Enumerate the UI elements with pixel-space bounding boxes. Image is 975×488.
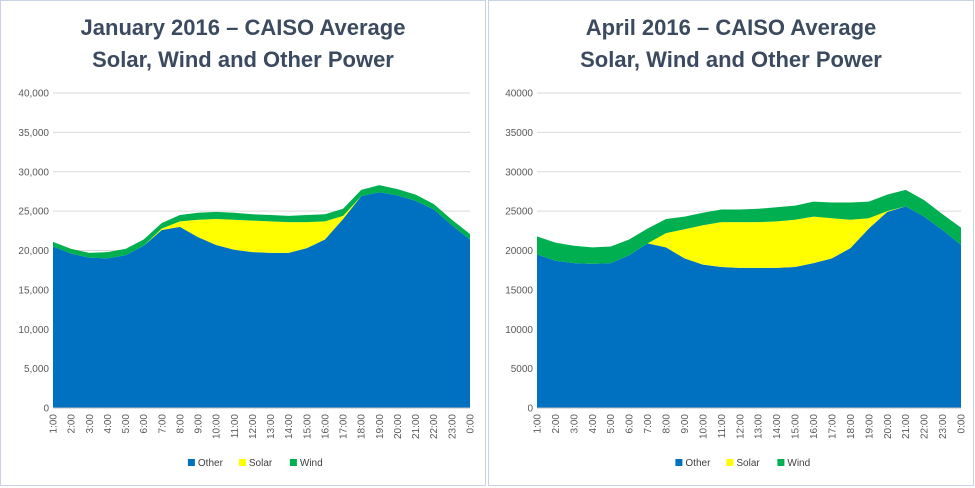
x-tick-label: 15:00 [302,414,313,439]
y-tick-label: 25000 [505,207,533,218]
y-tick-label: 15000 [505,285,533,296]
x-tick-label: 22:00 [429,414,440,439]
area-series-solar [53,192,470,259]
x-tick-label: 7:00 [643,414,654,434]
x-tick-label: 8:00 [662,414,673,434]
x-tick-label: 23:00 [938,414,949,439]
area-chart-january: 0 5,000 10,000 15,000 20,000 25,000 30,000 35,0… [18,89,477,470]
legend: Other Solar Wind [187,458,323,469]
y-tick-label: 25,000 [18,207,49,218]
y-tick-label: 35,000 [18,128,49,139]
x-tick-label: 4:00 [103,414,114,434]
legend-label-other: Other [198,458,224,469]
y-tick-label: 10,000 [18,325,49,336]
y-tick-label: 10000 [505,325,533,336]
x-tick-label: 4:00 [588,414,599,434]
legend-label-other: Other [685,458,711,469]
x-tick-label: 6:00 [139,414,150,434]
x-tick-label: 1:00 [49,414,60,434]
x-tick-label: 7:00 [157,414,168,434]
x-tick-label: 3:00 [85,414,96,434]
y-tick-label: 20000 [505,246,533,257]
x-tick-label: 5:00 [121,414,132,434]
x-tick-label: 9:00 [680,414,691,434]
area-series-wind [537,189,961,264]
x-tick-label: 21:00 [411,414,422,439]
legend-swatch-solar [238,459,246,466]
x-tick-label: 2:00 [67,414,78,434]
y-tick-label: 0 [527,404,533,415]
x-tick-label: 23:00 [447,414,458,439]
x-tick-label: 14:00 [284,414,295,439]
x-tick-label: 2:00 [551,414,562,434]
x-tick-label: 0:00 [957,414,968,434]
y-tick-label: 30000 [505,167,533,178]
legend-swatch-wind [777,459,785,466]
legend: Other Solar Wind [675,458,810,469]
y-tick-label: 5000 [511,364,534,375]
x-tick-label: 22:00 [920,414,931,439]
y-tick-label: 35000 [505,128,533,139]
x-tick-label: 13:00 [266,414,277,439]
x-tick-label: 18:00 [357,414,368,439]
y-tick-label: 5,000 [24,364,49,375]
chart-panel-april: April 2016 – CAISO Average Solar, Wind a… [488,0,974,486]
x-tick-label: 17:00 [827,414,838,439]
y-tick-label: 40000 [505,89,533,100]
x-tick-label: 19:00 [864,414,875,439]
x-tick-label: 20:00 [883,414,894,439]
legend-label-solar: Solar [736,458,760,469]
y-tick-label: 20,000 [18,246,49,257]
x-tick-label: 16:00 [809,414,820,439]
legend-swatch-other [675,459,683,466]
x-tick-label: 16:00 [320,414,331,439]
y-tick-label: 0 [43,404,49,415]
x-tick-label: 17:00 [339,414,350,439]
legend-label-solar: Solar [249,458,273,469]
chart-title-line1: April 2016 – CAISO Average [585,15,877,40]
x-tick-label: 6:00 [625,414,636,434]
legend-swatch-solar [726,459,734,466]
legend-swatch-other [187,459,195,466]
x-tick-label: 19:00 [375,414,386,439]
area-series-other [53,192,470,408]
x-tick-label: 20:00 [393,414,404,439]
chart-title-line2: Solar, Wind and Other Power [92,47,394,72]
legend-swatch-wind [289,459,297,466]
x-tick-label: 12:00 [248,414,259,439]
x-tick-label: 10:00 [212,414,223,439]
legend-label-wind: Wind [787,458,810,469]
x-tick-label: 9:00 [194,414,205,434]
x-tick-label: 5:00 [606,414,617,434]
area-chart-april: 0 5000 10000 15000 20000 25000 30000 35000 40000… [505,89,968,470]
chart-title-line2: Solar, Wind and Other Power [580,47,882,72]
y-tick-label: 30,000 [18,167,49,178]
x-tick-label: 3:00 [569,414,580,434]
y-tick-label: 15,000 [18,285,49,296]
x-tick-label: 8:00 [175,414,186,434]
x-tick-label: 11:00 [717,414,728,439]
area-series-solar [537,206,961,268]
chart-title-line1: January 2016 – CAISO Average [80,15,406,40]
x-tick-label: 1:00 [533,414,544,434]
x-tick-label: 21:00 [901,414,912,439]
x-tick-label: 14:00 [772,414,783,439]
x-tick-label: 13:00 [754,414,765,439]
x-tick-label: 12:00 [735,414,746,439]
x-tick-label: 0:00 [466,414,477,434]
x-tick-label: 11:00 [230,414,241,439]
y-tick-label: 40,000 [18,89,49,100]
x-tick-label: 10:00 [698,414,709,439]
area-series-other [537,206,961,408]
x-tick-label: 15:00 [791,414,802,439]
x-tick-label: 18:00 [846,414,857,439]
legend-label-wind: Wind [300,458,323,469]
chart-panel-january: January 2016 – CAISO Average Solar, Wind… [0,0,486,486]
